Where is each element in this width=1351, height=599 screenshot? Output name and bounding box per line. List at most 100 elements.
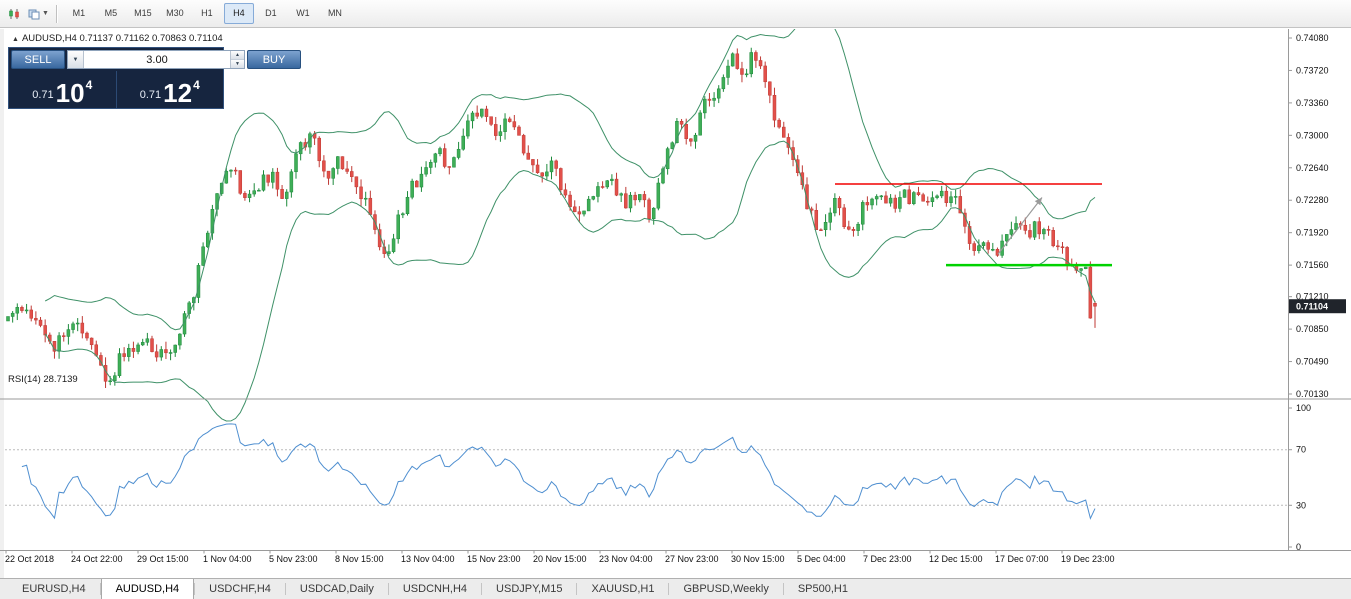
- svg-text:24 Oct 22:00: 24 Oct 22:00: [71, 554, 123, 564]
- chart-window-icon-button[interactable]: [3, 2, 25, 26]
- svg-text:13 Nov 04:00: 13 Nov 04:00: [401, 554, 455, 564]
- svg-text:0.73720: 0.73720: [1296, 65, 1329, 75]
- svg-text:0.74080: 0.74080: [1296, 33, 1329, 43]
- tab-xauusd-h1[interactable]: XAUUSD,H1: [591, 583, 655, 595]
- volume-dropdown-button[interactable]: ▼: [68, 51, 84, 68]
- svg-text:0.70490: 0.70490: [1296, 357, 1329, 367]
- drawn-objects: [835, 183, 1112, 267]
- tab-divider: [576, 583, 578, 595]
- svg-text:0.72640: 0.72640: [1296, 163, 1329, 173]
- svg-text:0.73360: 0.73360: [1296, 98, 1329, 108]
- chart-area[interactable]: 0.74080 0.73720 0.73360 0.73000 0.72640 0.722…: [0, 29, 1351, 578]
- buy-price[interactable]: 0.71 12 4: [117, 71, 224, 108]
- svg-text:17 Dec 07:00: 17 Dec 07:00: [995, 554, 1049, 564]
- timeframe-mn[interactable]: MN: [327, 8, 342, 18]
- svg-text:100: 100: [1296, 403, 1311, 413]
- tab-gbpusd-weekly[interactable]: GBPUSD,Weekly: [683, 583, 769, 595]
- svg-text:70: 70: [1296, 445, 1306, 455]
- tab-audusd-h4[interactable]: AUDUSD,H4: [100, 579, 195, 599]
- time-axis[interactable]: 22 Oct 2018 24 Oct 22:00 29 Oct 15:00 1 Nov…: [0, 550, 1351, 565]
- one-click-trading-panel: SELL ▼ ▲ ▼ BUY 0.71 10 4: [8, 47, 301, 109]
- svg-text:0.71920: 0.71920: [1296, 228, 1329, 238]
- svg-text:29 Oct 15:00: 29 Oct 15:00: [137, 554, 189, 564]
- rsi-panel: [0, 398, 1351, 520]
- window-left-border: [0, 29, 4, 578]
- tab-divider: [284, 583, 286, 595]
- volume-input[interactable]: [84, 51, 230, 68]
- sell-price-pips: 10: [55, 78, 85, 108]
- timeframe-m5[interactable]: M5: [104, 8, 118, 18]
- chart-toolbar: ▼ M1 M5 M15 M30 H1 H4 D1 W1 MN: [0, 0, 1351, 28]
- svg-text:0: 0: [1296, 542, 1301, 552]
- buy-price-pips: 12: [163, 78, 193, 108]
- chart-style-dropdown-button[interactable]: ▼: [27, 2, 50, 26]
- sell-button[interactable]: SELL: [11, 50, 65, 69]
- bollinger-bands: [44, 29, 1096, 422]
- svg-text:5 Nov 23:00: 5 Nov 23:00: [269, 554, 318, 564]
- timeframe-m30[interactable]: M30: [166, 8, 184, 18]
- sell-price[interactable]: 0.71 10 4: [9, 71, 116, 108]
- svg-text:0.73000: 0.73000: [1296, 130, 1329, 140]
- svg-text:0.72280: 0.72280: [1296, 195, 1329, 205]
- svg-text:7 Dec 23:00: 7 Dec 23:00: [863, 554, 912, 564]
- svg-text:0.70850: 0.70850: [1296, 324, 1329, 334]
- svg-text:20 Nov 15:00: 20 Nov 15:00: [533, 554, 587, 564]
- svg-text:0.71560: 0.71560: [1296, 260, 1329, 270]
- tab-divider: [99, 583, 101, 595]
- price-chart-canvas[interactable]: 0.74080 0.73720 0.73360 0.73000 0.72640 0.722…: [0, 29, 1351, 578]
- timeframe-d1[interactable]: D1: [265, 8, 277, 18]
- svg-text:30: 30: [1296, 500, 1306, 510]
- trend-arrow-head: [1034, 197, 1042, 206]
- timeframe-h4[interactable]: H4: [223, 3, 254, 24]
- timeframe-w1[interactable]: W1: [296, 8, 310, 18]
- tab-usdcad-daily[interactable]: USDCAD,Daily: [299, 583, 374, 595]
- buy-price-point: 4: [193, 78, 200, 92]
- chevron-down-icon: ▼: [42, 10, 49, 17]
- sell-price-point: 4: [85, 78, 93, 92]
- buy-price-base: 0.71: [139, 89, 162, 101]
- price-axis[interactable]: 0.74080 0.73720 0.73360 0.73000 0.72640 0.722…: [1288, 29, 1346, 552]
- tab-divider: [481, 583, 483, 595]
- svg-text:0.71210: 0.71210: [1296, 292, 1329, 302]
- layers-icon: [28, 9, 40, 19]
- symbol-direction-icon: ▲: [12, 36, 19, 43]
- timeframe-group: M1 M5 M15 M30 H1 H4 D1 W1 MN: [63, 3, 351, 24]
- tab-divider: [387, 583, 389, 595]
- tab-sp500-h1[interactable]: SP500,H1: [797, 583, 848, 595]
- chart-tabbar: EURUSD,H4 AUDUSD,H4 USDCHF,H4 USDCAD,Daily U…: [0, 578, 1351, 599]
- svg-text:8 Nov 15:00: 8 Nov 15:00: [335, 554, 384, 564]
- svg-text:0.71104: 0.71104: [1296, 302, 1328, 312]
- tab-usdchf-h4[interactable]: USDCHF,H4: [209, 583, 271, 595]
- rsi-indicator-label: RSI(14) 28.7139: [8, 374, 78, 385]
- tab-eurusd-h4[interactable]: EURUSD,H4: [22, 583, 86, 595]
- timeframe-m15[interactable]: M15: [134, 8, 152, 18]
- candlestick-series: [6, 47, 1097, 389]
- svg-text:5 Dec 04:00: 5 Dec 04:00: [797, 554, 846, 564]
- tab-usdjpy-m15[interactable]: USDJPY,M15: [496, 583, 563, 595]
- svg-text:23 Nov 04:00: 23 Nov 04:00: [599, 554, 653, 564]
- tab-divider: [668, 583, 670, 595]
- symbol-ohlc-label: ▲ AUDUSD,H4 0.71137 0.71162 0.70863 0.711…: [12, 33, 223, 44]
- volume-spinner: ▲ ▼: [230, 51, 244, 68]
- toolbar-separator: [55, 4, 58, 23]
- current-price-tag: [1289, 299, 1346, 314]
- tab-divider: [782, 583, 784, 595]
- svg-text:15 Nov 23:00: 15 Nov 23:00: [467, 554, 521, 564]
- trend-arrow-line[interactable]: [997, 197, 1043, 255]
- buy-button[interactable]: BUY: [247, 50, 301, 69]
- candlestick-chart-icon: [8, 8, 19, 19]
- svg-text:1 Nov 04:00: 1 Nov 04:00: [203, 554, 252, 564]
- volume-increase-button[interactable]: ▲: [231, 51, 244, 60]
- tab-usdcnh-h4[interactable]: USDCNH,H4: [402, 583, 468, 595]
- svg-text:27 Nov 23:00: 27 Nov 23:00: [665, 554, 719, 564]
- svg-text:12 Dec 15:00: 12 Dec 15:00: [929, 554, 983, 564]
- price-divider: [115, 71, 117, 108]
- timeframe-m1[interactable]: M1: [72, 8, 86, 18]
- svg-text:19 Dec 23:00: 19 Dec 23:00: [1061, 554, 1115, 564]
- sell-price-base: 0.71: [32, 89, 54, 101]
- volume-combo: ▼ ▲ ▼: [67, 50, 245, 69]
- svg-text:0.70130: 0.70130: [1296, 389, 1329, 399]
- timeframe-h1[interactable]: H1: [201, 8, 213, 18]
- volume-decrease-button[interactable]: ▼: [231, 60, 244, 68]
